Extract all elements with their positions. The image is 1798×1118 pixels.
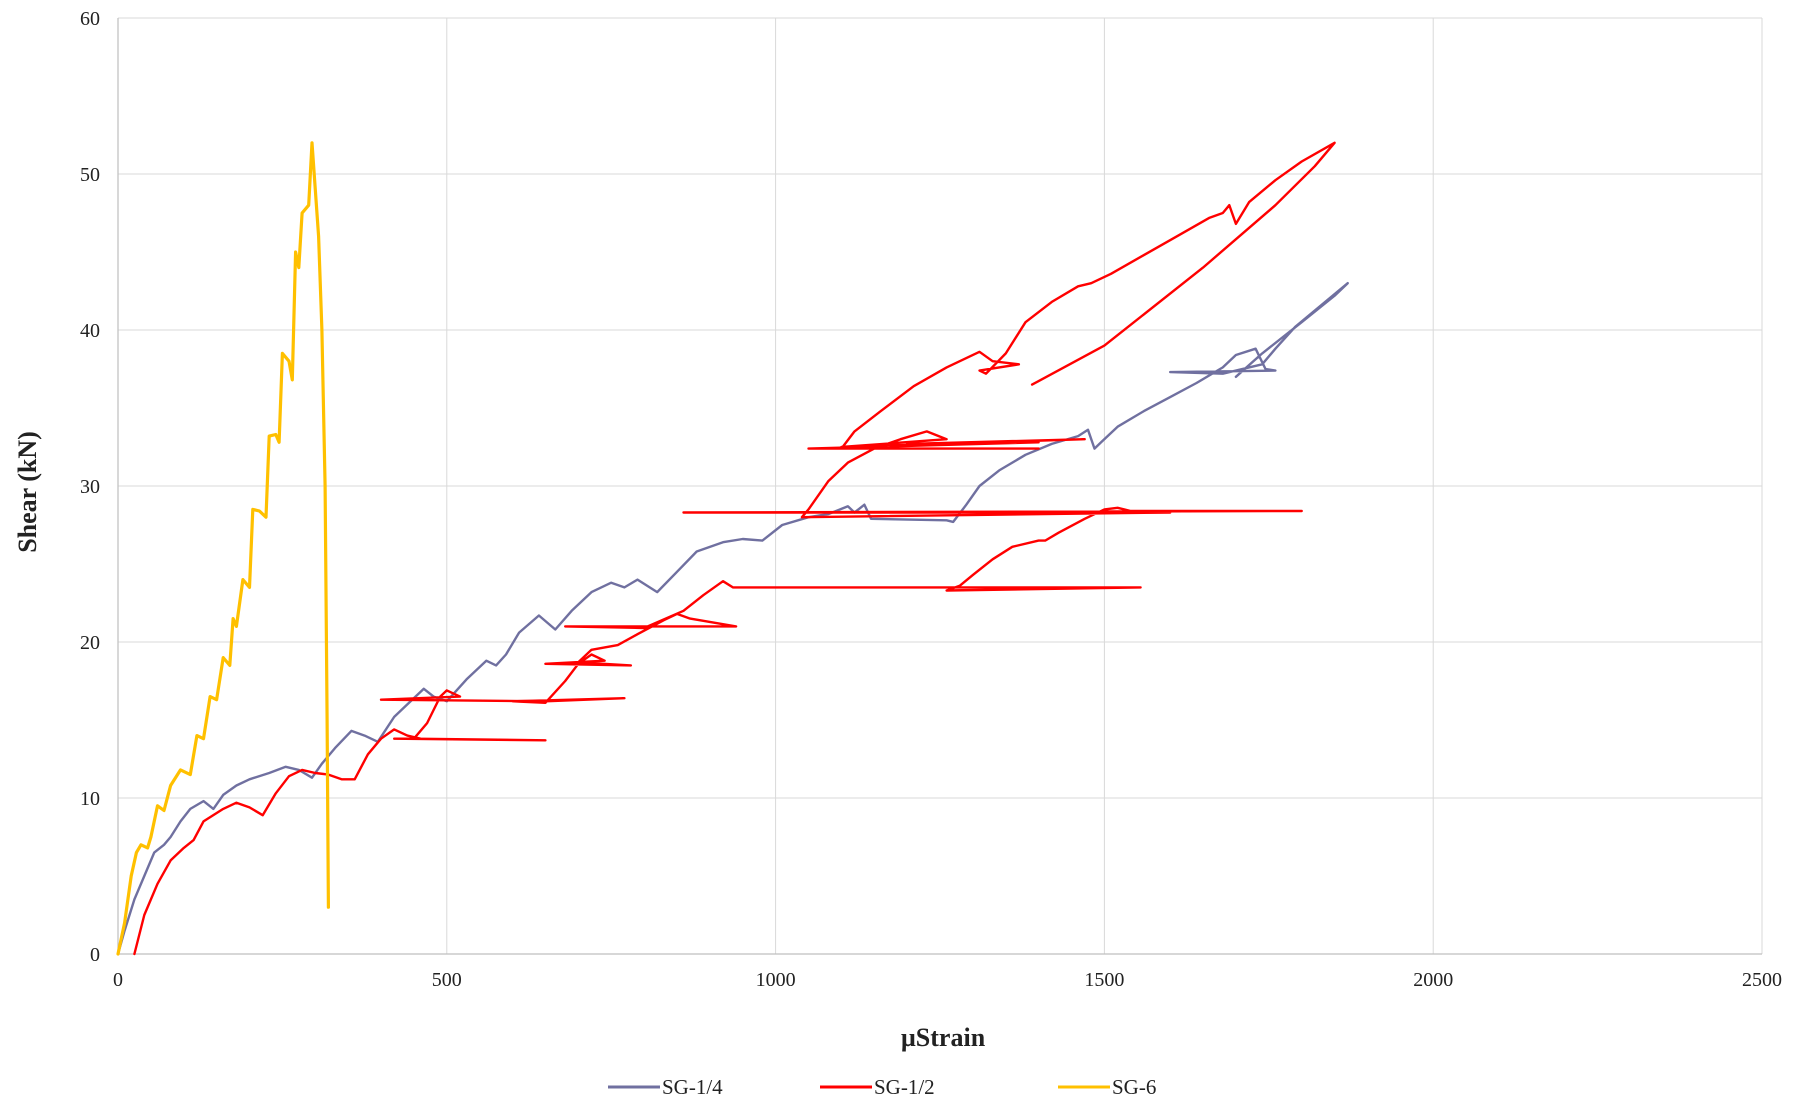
y-tick-label: 60 — [80, 8, 100, 30]
y-tick-label: 30 — [80, 476, 100, 498]
tick-labels: 0 500 1000 1500 2000 2500 0 10 20 30 40 50 60 — [80, 8, 1782, 991]
legend-label: SG-1/4 — [662, 1075, 723, 1099]
axes — [117, 18, 1762, 955]
y-tick-label: 10 — [80, 788, 100, 810]
series-line-sg-1-2 — [133, 141, 1336, 956]
gridlines — [118, 17, 1763, 954]
x-tick-label: 1500 — [1084, 969, 1124, 991]
x-tick-label: 500 — [432, 969, 462, 991]
series-layer — [116, 141, 1349, 956]
legend-label: SG-6 — [1112, 1075, 1156, 1099]
x-axis-title: µStrain — [901, 1023, 986, 1052]
y-tick-label: 20 — [80, 632, 100, 654]
y-axis-title: Shear (kN) — [13, 431, 42, 553]
x-tick-label: 1000 — [756, 969, 796, 991]
y-tick-label: 40 — [80, 320, 100, 342]
series-line-sg-6 — [116, 141, 330, 956]
series-line-sg-1-4 — [116, 282, 1349, 956]
x-tick-label: 2000 — [1413, 969, 1453, 991]
y-tick-label: 50 — [80, 164, 100, 186]
x-tick-label: 0 — [113, 969, 123, 991]
legend: SG-1/4 SG-1/2 SG-6 — [608, 1075, 1156, 1099]
y-tick-label: 0 — [90, 944, 100, 966]
x-tick-label: 2500 — [1742, 969, 1782, 991]
legend-label: SG-1/2 — [874, 1075, 935, 1099]
